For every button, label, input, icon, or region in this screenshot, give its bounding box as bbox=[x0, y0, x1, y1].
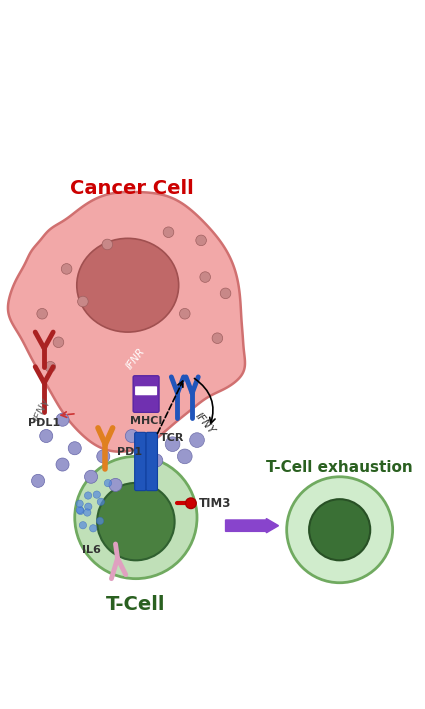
Circle shape bbox=[179, 308, 190, 319]
Circle shape bbox=[31, 474, 45, 487]
FancyBboxPatch shape bbox=[135, 432, 146, 491]
Text: IFNY: IFNY bbox=[193, 411, 216, 437]
Circle shape bbox=[138, 446, 150, 459]
Circle shape bbox=[309, 499, 370, 560]
Text: IL6: IL6 bbox=[82, 545, 101, 555]
Circle shape bbox=[61, 264, 72, 274]
Text: MHCI: MHCI bbox=[130, 415, 162, 425]
Text: PD1: PD1 bbox=[117, 447, 142, 457]
Circle shape bbox=[37, 308, 48, 319]
Text: TIM3: TIM3 bbox=[199, 497, 232, 510]
Circle shape bbox=[45, 362, 56, 372]
Text: T-Cell: T-Cell bbox=[106, 595, 166, 614]
Circle shape bbox=[220, 288, 231, 298]
Circle shape bbox=[75, 457, 197, 579]
Circle shape bbox=[68, 442, 81, 454]
Circle shape bbox=[200, 272, 210, 282]
Circle shape bbox=[186, 498, 196, 508]
Circle shape bbox=[85, 470, 98, 484]
Text: T-Cell exhaustion: T-Cell exhaustion bbox=[266, 460, 413, 476]
Circle shape bbox=[76, 506, 83, 513]
Circle shape bbox=[104, 479, 112, 487]
Circle shape bbox=[56, 413, 69, 426]
Circle shape bbox=[196, 235, 207, 246]
Text: Cancer Cell: Cancer Cell bbox=[70, 179, 194, 199]
Circle shape bbox=[84, 509, 91, 516]
Circle shape bbox=[96, 517, 104, 525]
Circle shape bbox=[90, 525, 97, 532]
Text: IFNγ: IFNγ bbox=[33, 396, 51, 423]
Circle shape bbox=[93, 491, 100, 498]
Circle shape bbox=[85, 503, 92, 510]
Circle shape bbox=[79, 522, 87, 529]
Circle shape bbox=[97, 483, 175, 560]
Circle shape bbox=[150, 454, 163, 467]
Circle shape bbox=[78, 296, 88, 307]
Circle shape bbox=[102, 239, 113, 250]
Circle shape bbox=[165, 437, 180, 452]
Text: PDL1: PDL1 bbox=[28, 418, 60, 428]
Circle shape bbox=[212, 333, 223, 343]
FancyBboxPatch shape bbox=[135, 386, 157, 395]
Text: IFNR: IFNR bbox=[125, 346, 147, 371]
FancyBboxPatch shape bbox=[133, 376, 159, 413]
Circle shape bbox=[97, 450, 110, 463]
Circle shape bbox=[287, 476, 393, 583]
Polygon shape bbox=[8, 192, 245, 452]
FancyArrow shape bbox=[226, 518, 278, 532]
Circle shape bbox=[190, 432, 204, 447]
Circle shape bbox=[97, 498, 105, 506]
Circle shape bbox=[85, 492, 92, 499]
Circle shape bbox=[178, 449, 192, 464]
Circle shape bbox=[53, 337, 64, 347]
Circle shape bbox=[109, 479, 122, 491]
Ellipse shape bbox=[77, 238, 178, 332]
Text: TCR: TCR bbox=[160, 433, 185, 443]
FancyBboxPatch shape bbox=[146, 432, 158, 491]
Circle shape bbox=[76, 500, 83, 508]
Circle shape bbox=[163, 227, 174, 238]
Circle shape bbox=[77, 507, 84, 515]
Circle shape bbox=[125, 430, 138, 442]
Circle shape bbox=[40, 430, 53, 442]
Circle shape bbox=[56, 458, 69, 471]
